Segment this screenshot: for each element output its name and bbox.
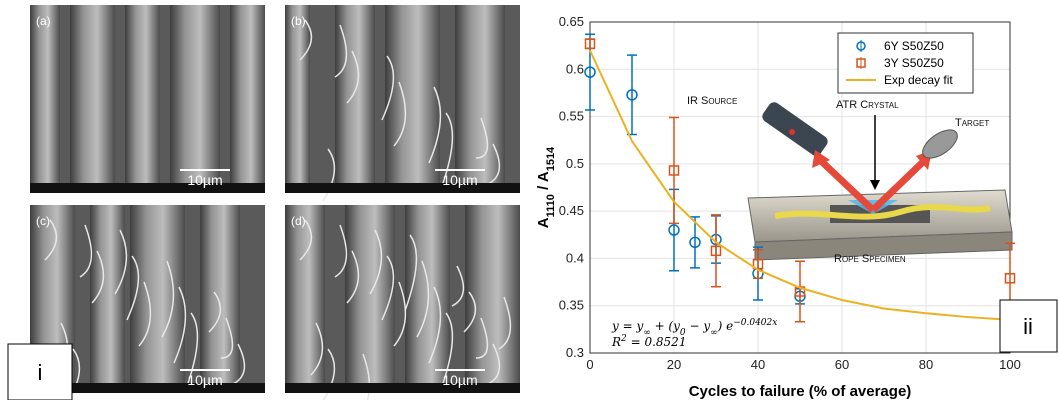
scale-bar-label: 10µm bbox=[442, 372, 477, 388]
y-tick-label: 0.5 bbox=[566, 156, 584, 171]
sem-image: (b) 10µm bbox=[285, 5, 520, 201]
sem-fiber bbox=[405, 205, 450, 383]
ir-dot bbox=[789, 129, 795, 135]
y-axis-label-part: / A bbox=[535, 171, 552, 194]
equation-part: + (y bbox=[651, 319, 680, 333]
legend: 6Y S50Z50 3Y S50Z50 Exp decay fit bbox=[838, 33, 973, 93]
panel-tag: ii bbox=[1023, 314, 1033, 339]
legend-label: Exp decay fit bbox=[884, 73, 953, 87]
sem-fiber bbox=[30, 5, 60, 183]
inset-label: ATR Crystal bbox=[836, 99, 899, 111]
r-squared-part: R bbox=[611, 335, 621, 349]
x-tick-label: 0 bbox=[586, 357, 593, 372]
x-axis-label: Cycles to failure (% of average) bbox=[689, 383, 912, 400]
sem-fiber bbox=[170, 5, 220, 183]
y-tick-label: 0.65 bbox=[559, 14, 584, 29]
y-tick-label: 0.35 bbox=[559, 298, 584, 313]
x-tick-label: 100 bbox=[999, 357, 1021, 372]
inset-label: Target bbox=[955, 117, 989, 129]
sem-info-bar bbox=[285, 383, 520, 393]
scale-bar-label: 10µm bbox=[187, 172, 222, 188]
sem-image: (d) 10µm bbox=[285, 205, 520, 400]
y-axis-label-part: A bbox=[535, 217, 552, 228]
sem-fiber bbox=[285, 5, 310, 183]
equation-part: y = y bbox=[611, 319, 643, 333]
sem-fiber bbox=[200, 205, 240, 383]
sem-fiber bbox=[90, 205, 125, 383]
sem-fiber bbox=[70, 5, 115, 183]
sem-fiber bbox=[230, 5, 265, 183]
sem-images: (a) 10µm (b) 10µm (c) 10µm (d) 10µm bbox=[30, 5, 520, 400]
figure: (a)10µm(b)10µm(c)10µm(d)10µm i 0.30.350.… bbox=[0, 0, 1058, 400]
sem-label: (a) bbox=[36, 14, 51, 28]
y-tick-label: 0.6 bbox=[566, 61, 584, 76]
chart: 0.3 0.35 0.4 0.45 0.5 0.55 0.6 0.65 0 20 40 60 80 100… bbox=[535, 14, 1057, 400]
y-tick-label: 0.3 bbox=[566, 345, 584, 360]
y-tick-label: 0.4 bbox=[566, 250, 584, 265]
panel-tag: i bbox=[38, 360, 43, 385]
y-axis-label-part: 1110 bbox=[545, 194, 557, 217]
sem-fiber bbox=[335, 5, 375, 183]
inset-label: IR Source bbox=[687, 95, 737, 107]
sem-info-bar bbox=[285, 183, 520, 193]
sem-fiber bbox=[285, 205, 325, 383]
equation-part: −0.0402x bbox=[733, 318, 777, 328]
y-axis-label: A1110 / A1514 bbox=[535, 146, 557, 228]
sem-fiber bbox=[125, 5, 160, 183]
scale-bar-label: 10µm bbox=[187, 372, 222, 388]
equation-part: ) e bbox=[717, 319, 734, 333]
legend-label: 6Y S50Z50 bbox=[884, 39, 944, 53]
r-squared-part: = 0.8521 bbox=[627, 335, 687, 349]
legend-label: 3Y S50Z50 bbox=[884, 56, 944, 70]
x-tick-label: 40 bbox=[751, 357, 765, 372]
x-tick-label: 60 bbox=[835, 357, 849, 372]
y-axis-label-part: 1514 bbox=[545, 146, 557, 171]
sem-label: (d) bbox=[291, 214, 306, 228]
sem-fiber bbox=[465, 205, 520, 383]
x-tick-label: 80 bbox=[919, 357, 933, 372]
y-tick-label: 0.55 bbox=[559, 109, 584, 124]
equation-part: ∞ bbox=[710, 328, 718, 338]
scale-bar-label: 10µm bbox=[442, 172, 477, 188]
y-tick-label: 0.45 bbox=[559, 203, 584, 218]
equation-part: − y bbox=[686, 319, 711, 333]
inset-label: Rope Specimen bbox=[834, 253, 906, 265]
sem-info-bar bbox=[30, 183, 265, 193]
sem-image: (a) 10µm bbox=[30, 5, 265, 193]
x-tick-label: 20 bbox=[667, 357, 681, 372]
sem-label: (c) bbox=[36, 214, 50, 228]
sem-label: (b) bbox=[291, 14, 306, 28]
